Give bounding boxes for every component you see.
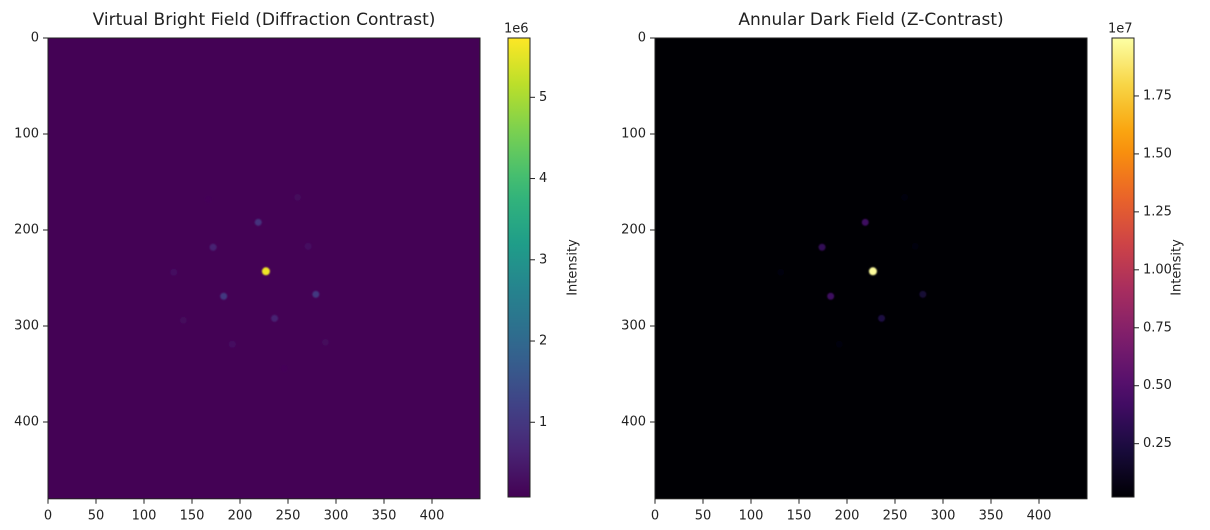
x-tick-label: 50 — [88, 508, 105, 523]
diffraction-spot — [911, 242, 919, 250]
diffraction-spot — [254, 218, 262, 226]
colorbar — [507, 37, 531, 498]
diffraction-spot — [228, 340, 236, 348]
x-tick-label: 200 — [835, 508, 860, 523]
y-tick-label: 100 — [621, 127, 646, 142]
x-tick-label: 200 — [228, 508, 253, 523]
diffraction-spot — [294, 193, 302, 201]
y-tick-label: 300 — [14, 319, 39, 334]
diffraction-spot — [818, 243, 826, 251]
colorbar-tick-label: 4 — [539, 171, 547, 186]
diffraction-spot — [835, 340, 843, 348]
diffraction-spot — [261, 267, 270, 276]
x-tick-label: 350 — [372, 508, 397, 523]
y-tick-label: 300 — [621, 319, 646, 334]
colorbar-label: Intensity — [1170, 239, 1185, 296]
colorbar-tick-label: 2 — [539, 334, 547, 349]
colorbar-tick-label: 1.75 — [1143, 88, 1172, 103]
x-tick-label: 400 — [420, 508, 445, 523]
diffraction-spot — [321, 338, 329, 346]
colorbar-tick-label: 3 — [539, 252, 547, 267]
x-tick-label: 150 — [787, 508, 812, 523]
x-tick-label: 250 — [883, 508, 908, 523]
diffraction-spot — [179, 316, 187, 324]
diffraction-spot — [209, 243, 217, 251]
x-tick-label: 0 — [44, 508, 52, 523]
diffraction-spot — [919, 290, 927, 298]
colorbar-offset: 1e7 — [1108, 22, 1133, 37]
colorbar-tick-label: 1.00 — [1143, 262, 1172, 277]
axes-frame — [47, 37, 481, 500]
diffraction-spot — [312, 290, 320, 298]
diffraction-spot — [304, 242, 312, 250]
diffraction-spot — [170, 268, 178, 276]
y-tick-label: 100 — [14, 127, 39, 142]
y-tick-label: 0 — [31, 31, 39, 46]
diffraction-spot — [827, 292, 835, 300]
colorbar-tick-label: 5 — [539, 90, 547, 105]
colorbar — [1111, 37, 1135, 498]
diffraction-spot — [777, 268, 785, 276]
diffraction-spot — [220, 292, 228, 300]
colorbar-tick-label: 1.50 — [1143, 146, 1172, 161]
diffraction-spot — [901, 193, 909, 201]
x-tick-label: 300 — [931, 508, 956, 523]
colorbar-tick-label: 0.75 — [1143, 320, 1172, 335]
y-tick-label: 400 — [14, 415, 39, 430]
x-tick-label: 50 — [695, 508, 712, 523]
colorbar-tick-label: 1.25 — [1143, 204, 1172, 219]
x-tick-label: 400 — [1027, 508, 1052, 523]
y-tick-label: 200 — [621, 223, 646, 238]
colorbar-label: Intensity — [566, 239, 581, 296]
x-tick-label: 150 — [180, 508, 205, 523]
axes-frame — [654, 37, 1088, 500]
diffraction-spot — [868, 267, 877, 276]
y-tick-label: 200 — [14, 223, 39, 238]
x-tick-label: 0 — [651, 508, 659, 523]
y-tick-label: 0 — [638, 31, 646, 46]
colorbar-tick-label: 1 — [539, 415, 547, 430]
x-tick-label: 100 — [739, 508, 764, 523]
diffraction-spot — [878, 314, 886, 322]
colorbar-tick-label: 0.25 — [1143, 436, 1172, 451]
chart-title: Annular Dark Field (Z-Contrast) — [738, 10, 1003, 30]
diffraction-spot — [280, 364, 288, 372]
colorbar-tick-label: 0.50 — [1143, 378, 1172, 393]
x-tick-label: 250 — [276, 508, 301, 523]
y-tick-label: 400 — [621, 415, 646, 430]
x-tick-label: 300 — [324, 508, 349, 523]
x-tick-label: 100 — [132, 508, 157, 523]
chart-title: Virtual Bright Field (Diffraction Contra… — [93, 10, 436, 30]
x-tick-label: 350 — [979, 508, 1004, 523]
diffraction-spot — [861, 218, 869, 226]
diffraction-spot — [204, 195, 212, 203]
diffraction-spot — [271, 314, 279, 322]
colorbar-offset: 1e6 — [504, 22, 529, 37]
